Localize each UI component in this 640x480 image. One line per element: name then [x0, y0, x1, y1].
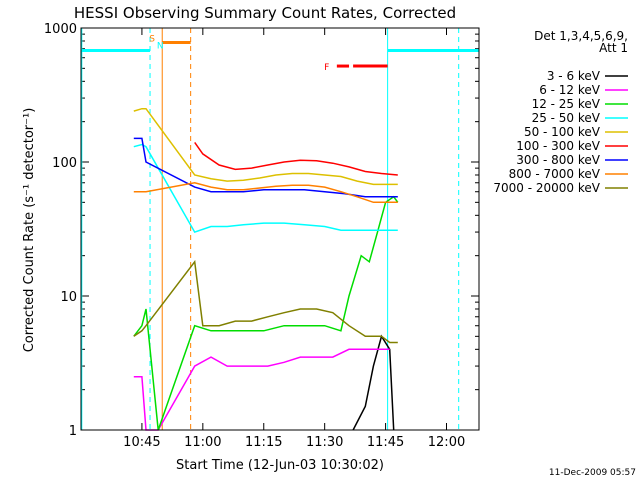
mode-annotations: SN F — [149, 34, 329, 73]
x-tick-label: 11:45 — [367, 435, 404, 450]
legend-label: 100 - 300 keV — [516, 139, 600, 153]
mode-lines — [81, 28, 460, 430]
x-tick-label: 11:00 — [184, 435, 221, 450]
y-tick-label: 100 — [52, 156, 77, 171]
y-tick-label: 1 — [69, 424, 77, 439]
legend-label: 50 - 100 keV — [524, 125, 601, 139]
series-line — [194, 141, 398, 176]
series-line — [352, 334, 395, 431]
legend-label: 7000 - 20000 keV — [493, 181, 600, 195]
series-line — [133, 107, 398, 186]
chart-title: HESSI Observing Summary Count Rates, Cor… — [74, 4, 456, 22]
mode-annotation: F — [324, 63, 329, 73]
legend-label: 800 - 7000 keV — [509, 167, 601, 181]
y-axis-label: Corrected Count Rate (s⁻¹ detector⁻¹) — [22, 108, 37, 353]
x-axis-label: Start Time (12-Jun-03 10:30:02) — [176, 458, 384, 473]
legend-label: 3 - 6 keV — [547, 69, 601, 83]
y-tick-labels: 1 10 100 1000 — [44, 22, 77, 439]
x-tick-label: 11:30 — [306, 435, 343, 450]
series-line — [133, 182, 398, 204]
legend-label: 300 - 800 keV — [516, 153, 600, 167]
series-line — [133, 137, 398, 198]
series-lines — [133, 107, 399, 431]
legend-label: 6 - 12 keV — [539, 83, 601, 97]
y-tick-label: 1000 — [44, 22, 77, 37]
axis-ticks — [81, 27, 479, 431]
mode-bars — [81, 40, 479, 68]
legend-subtitle: Att 1 — [599, 41, 628, 55]
x-tick-label: 12:00 — [428, 435, 465, 450]
legend-title: Det 1,3,4,5,6,9, — [534, 29, 628, 43]
y-tick-label: 10 — [60, 290, 77, 305]
mode-annotation: S — [149, 34, 155, 44]
timestamp: 11-Dec-2009 05:57 — [549, 468, 636, 478]
mode-annotation: N — [157, 42, 164, 52]
x-tick-labels: 10:45 11:00 11:15 11:30 11:45 12:00 — [123, 435, 465, 450]
plot-frame — [80, 27, 480, 431]
legend-label: 25 - 50 keV — [532, 111, 601, 125]
legend-label: 12 - 25 keV — [532, 97, 601, 111]
series-line — [133, 195, 399, 431]
x-tick-label: 11:15 — [245, 435, 282, 450]
x-tick-label: 10:45 — [123, 435, 160, 450]
series-line — [133, 259, 398, 344]
series-line — [133, 143, 398, 234]
